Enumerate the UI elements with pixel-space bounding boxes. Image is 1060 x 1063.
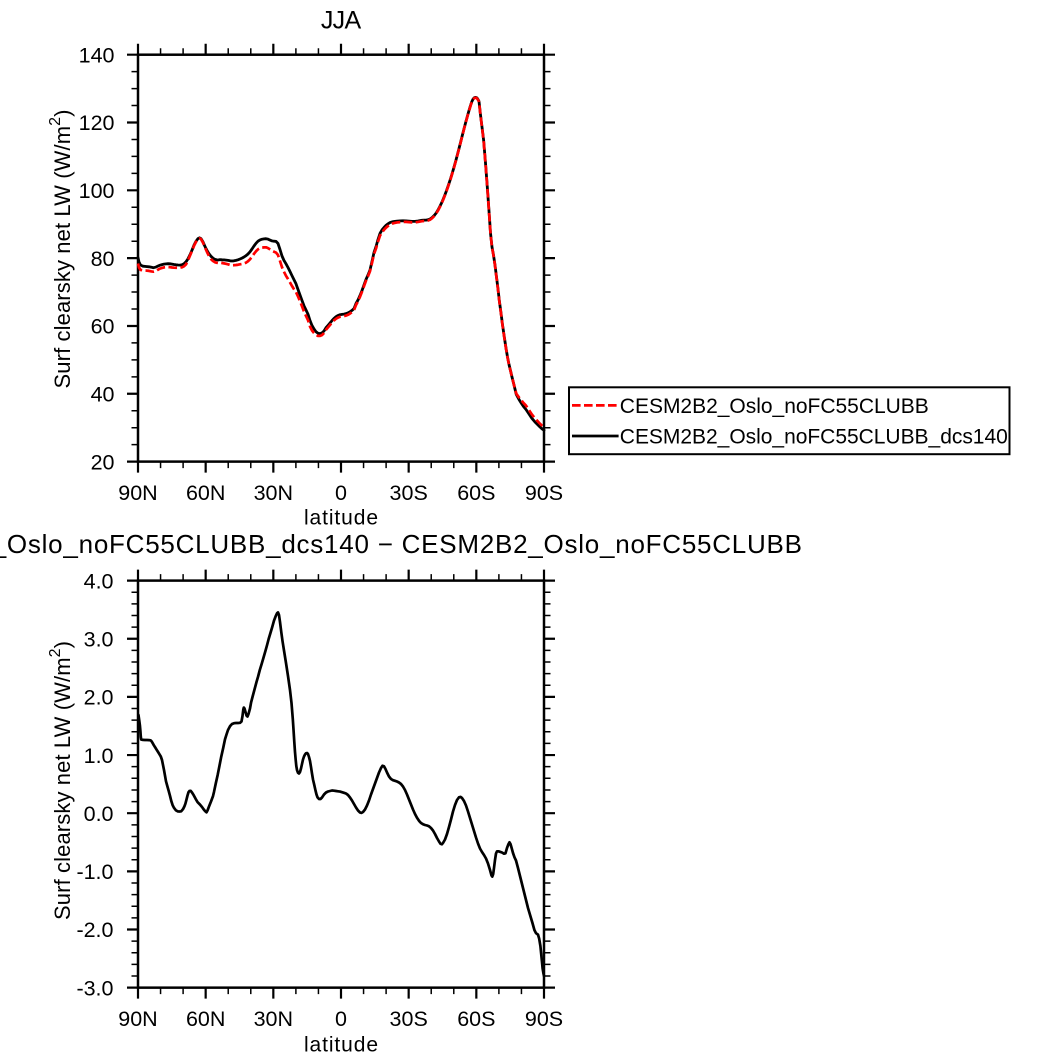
svg-text:0: 0 xyxy=(335,1007,347,1031)
svg-text:30N: 30N xyxy=(254,1007,293,1031)
svg-text:CESM2B2_Oslo_noFC55CLUBB_dcs14: CESM2B2_Oslo_noFC55CLUBB_dcs140 − CESM2B… xyxy=(0,529,802,559)
svg-text:60N: 60N xyxy=(186,1007,225,1031)
svg-text:-3.0: -3.0 xyxy=(76,976,113,1000)
svg-text:20: 20 xyxy=(91,450,115,474)
svg-text:90N: 90N xyxy=(118,1007,157,1031)
svg-text:2.0: 2.0 xyxy=(84,686,114,710)
svg-text:30N: 30N xyxy=(254,481,293,505)
svg-text:30S: 30S xyxy=(390,1007,428,1031)
svg-text:-1.0: -1.0 xyxy=(76,860,113,884)
svg-text:0.0: 0.0 xyxy=(84,802,114,826)
svg-text:-2.0: -2.0 xyxy=(76,918,113,942)
svg-text:latitude: latitude xyxy=(304,1034,378,1057)
svg-text:0: 0 xyxy=(335,481,347,505)
svg-text:1.0: 1.0 xyxy=(84,744,114,768)
svg-text:40: 40 xyxy=(91,382,115,406)
svg-text:Surf clearsky net LW (W/m2): Surf clearsky net LW (W/m2) xyxy=(47,641,75,920)
svg-text:60S: 60S xyxy=(457,481,495,505)
svg-text:JJA: JJA xyxy=(321,6,362,34)
svg-text:CESM2B2_Oslo_noFC55CLUBB: CESM2B2_Oslo_noFC55CLUBB xyxy=(620,395,929,418)
svg-text:120: 120 xyxy=(79,111,115,135)
svg-text:90S: 90S xyxy=(525,1007,563,1031)
svg-text:60N: 60N xyxy=(186,481,225,505)
svg-text:3.0: 3.0 xyxy=(84,627,114,651)
svg-text:latitude: latitude xyxy=(304,507,378,530)
svg-text:60S: 60S xyxy=(457,1007,495,1031)
svg-text:30S: 30S xyxy=(390,481,428,505)
svg-text:90S: 90S xyxy=(525,481,563,505)
svg-text:60: 60 xyxy=(91,315,115,339)
svg-text:Surf clearsky net LW (W/m2): Surf clearsky net LW (W/m2) xyxy=(47,110,75,389)
svg-text:4.0: 4.0 xyxy=(84,569,114,593)
svg-text:80: 80 xyxy=(91,247,115,271)
svg-text:90N: 90N xyxy=(118,481,157,505)
svg-text:100: 100 xyxy=(79,179,115,203)
svg-text:140: 140 xyxy=(79,43,115,67)
svg-text:CESM2B2_Oslo_noFC55CLUBB_dcs14: CESM2B2_Oslo_noFC55CLUBB_dcs140 xyxy=(620,426,1008,449)
